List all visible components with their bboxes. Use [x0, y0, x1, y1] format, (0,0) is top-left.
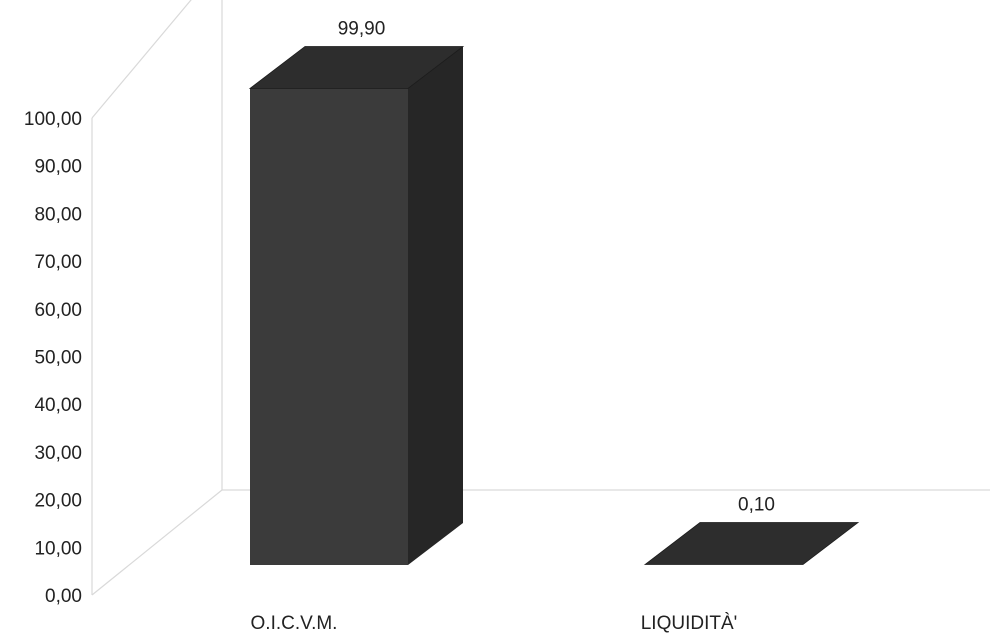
bar-top-face — [643, 522, 860, 565]
y-tick-label: 90,00 — [34, 157, 82, 178]
data-labels: 99,90 0,10 — [338, 18, 775, 515]
category-label: O.I.C.V.M. — [251, 613, 338, 634]
bar — [643, 522, 860, 565]
y-tick-label: 0,00 — [45, 586, 82, 607]
bar-front-face — [250, 88, 408, 566]
y-tick-label: 50,00 — [34, 348, 82, 369]
y-tick-label: 10,00 — [34, 538, 82, 559]
data-label: 99,90 — [338, 18, 386, 39]
y-tick-label: 40,00 — [34, 395, 82, 416]
chart-walls — [91, 0, 990, 596]
bar — [248, 46, 465, 566]
y-tick-label: 30,00 — [34, 443, 82, 464]
data-label: 0,10 — [738, 495, 775, 516]
bar-top-face — [248, 46, 465, 89]
y-tick-label: 100,00 — [24, 109, 82, 130]
bars — [248, 46, 860, 566]
y-axis-tick-labels: 0,00 10,00 20,00 30,00 40,00 50,00 60,00 70,00 8… — [24, 109, 82, 607]
floor-left-edge — [91, 489, 223, 596]
category-label: LIQUIDITÀ' — [641, 613, 738, 634]
y-tick-label: 60,00 — [34, 300, 82, 321]
y-tick-label: 80,00 — [34, 204, 82, 225]
bar-side-face — [408, 46, 463, 566]
side-wall-top-edge — [91, 0, 192, 119]
y-tick-label: 70,00 — [34, 252, 82, 273]
category-labels: O.I.C.V.M. LIQUIDITÀ' — [251, 613, 738, 634]
y-tick-label: 20,00 — [34, 491, 82, 512]
